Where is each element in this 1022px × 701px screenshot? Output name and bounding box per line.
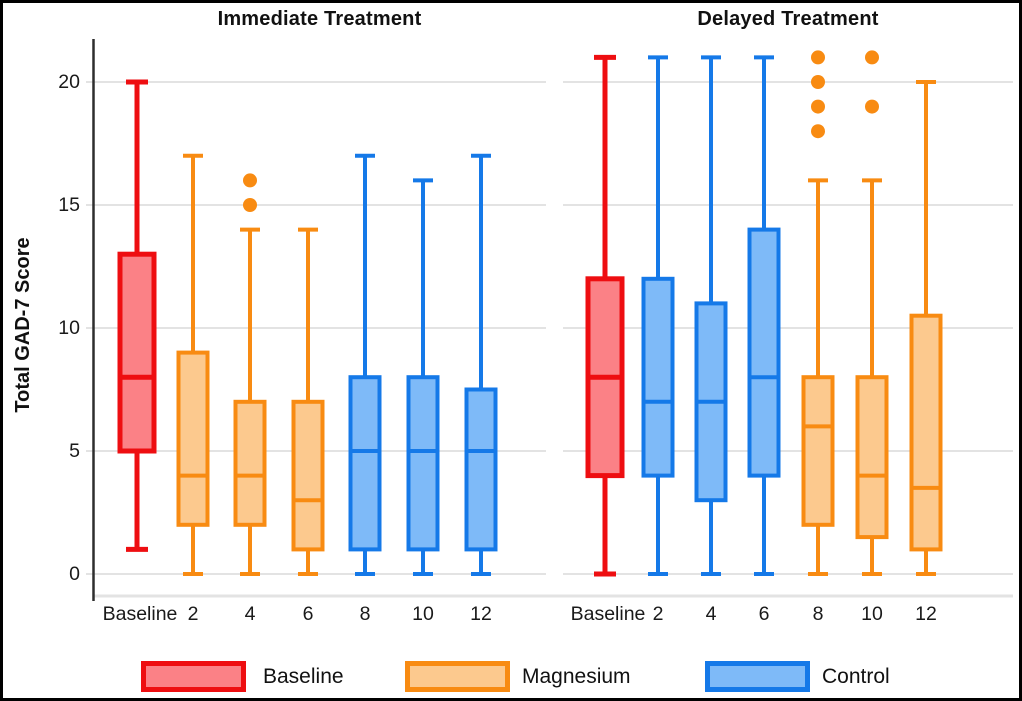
y-tick-label-10: 10	[58, 317, 80, 339]
box-panel1-6	[747, 227, 781, 478]
x-tick-label-panel0-6: 6	[303, 603, 314, 625]
outlier-dot-panel1-8-20	[811, 75, 825, 89]
y-tick-label-5: 5	[69, 440, 80, 462]
y-tick-label-20: 20	[58, 71, 80, 93]
x-tick-label-panel1-4: 4	[706, 603, 717, 625]
x-tick-label-panel1-2: 2	[653, 603, 664, 625]
outlier-dot-panel1-10-21	[865, 50, 879, 65]
x-tick-label-panel1-6: 6	[759, 603, 770, 625]
box-panel1-10	[855, 375, 889, 540]
x-tick-label-panel1-10: 10	[861, 603, 883, 625]
outlier-dot-panel0-4-15	[243, 198, 257, 212]
legend-label-magnesium: Magnesium	[522, 665, 631, 688]
legend-swatch-magnesium	[405, 661, 510, 692]
outlier-dot-panel1-8-18	[811, 124, 825, 139]
x-tick-label-panel0-2: 2	[188, 603, 199, 625]
legend-label-baseline: Baseline	[263, 665, 344, 688]
box-panel0-10	[406, 375, 440, 552]
chart-plot-area: 0 5 10 15 20 Baseline 2 4 6 8 10 12 Baseline 2 4 6 8 10 12	[58, 39, 1013, 625]
box-panel0-6	[291, 399, 325, 552]
x-tick-label-panel0-10: 10	[412, 603, 434, 625]
legend-swatch-baseline	[141, 661, 246, 692]
box-panel1-2	[641, 276, 675, 478]
legend-swatch-control	[705, 661, 810, 692]
x-tick-label-panel0-baseline: Baseline	[103, 603, 178, 625]
panel-title-immediate: Immediate Treatment	[217, 8, 422, 30]
outlier-dot-panel1-10-19	[865, 99, 879, 114]
box-panel0-4	[233, 399, 267, 527]
outlier-dot-panel1-8-19	[811, 99, 825, 114]
x-tick-label-panel0-12: 12	[470, 603, 492, 625]
outlier-dot-panel1-8-21	[811, 50, 825, 65]
box-panel0-8	[348, 375, 382, 552]
box-panel0-12	[464, 387, 498, 552]
outlier-dot-panel0-4-16	[243, 173, 257, 188]
box-panel0-2	[176, 350, 210, 527]
x-tick-label-panel1-12: 12	[915, 603, 937, 625]
y-tick-label-15: 15	[58, 194, 80, 216]
x-tick-label-panel0-4: 4	[245, 603, 256, 625]
legend-label-control: Control	[822, 665, 890, 688]
x-tick-label-panel1-baseline: Baseline	[571, 603, 646, 625]
box-panel0-baseline	[117, 251, 157, 454]
x-tick-label-panel0-8: 8	[360, 603, 371, 625]
x-tick-label-panel1-8: 8	[813, 603, 824, 625]
y-tick-label-0: 0	[69, 563, 80, 585]
panel-title-delayed: Delayed Treatment	[697, 8, 879, 30]
box-panel1-12	[909, 313, 943, 552]
box-panel1-8	[801, 375, 835, 527]
